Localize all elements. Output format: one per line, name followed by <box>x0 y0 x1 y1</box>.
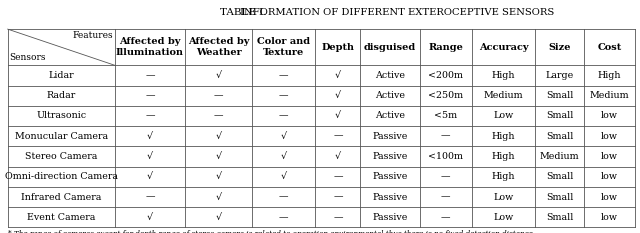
Text: Medium: Medium <box>540 152 580 161</box>
Text: Small: Small <box>546 132 573 141</box>
Text: <200m: <200m <box>428 71 463 80</box>
Text: Medium: Medium <box>590 91 629 100</box>
Text: —: — <box>333 172 342 181</box>
Text: —: — <box>441 172 451 181</box>
Text: √: √ <box>281 172 287 181</box>
Text: Low: Low <box>493 213 513 222</box>
Text: low: low <box>601 192 618 202</box>
Text: —: — <box>333 213 342 222</box>
Text: Omni-direction Camera: Omni-direction Camera <box>4 172 118 181</box>
Text: √: √ <box>147 172 153 181</box>
Text: √: √ <box>216 132 221 141</box>
Text: —: — <box>441 192 451 202</box>
Text: Small: Small <box>546 213 573 222</box>
Text: —: — <box>441 213 451 222</box>
Text: High: High <box>598 71 621 80</box>
Text: Range: Range <box>428 43 463 52</box>
Text: low: low <box>601 172 618 181</box>
Text: Size: Size <box>548 43 571 52</box>
Text: Event Camera: Event Camera <box>27 213 95 222</box>
Text: Affected by
Weather: Affected by Weather <box>188 38 250 57</box>
Text: Ultrasonic: Ultrasonic <box>36 111 86 120</box>
Text: —: — <box>214 91 223 100</box>
Text: √: √ <box>335 91 341 100</box>
Text: Radar: Radar <box>47 91 76 100</box>
Text: Infrared Camera: Infrared Camera <box>21 192 101 202</box>
Text: √: √ <box>335 152 341 161</box>
Text: √: √ <box>335 71 341 80</box>
Text: * The range of cameras except for depth range of stereo camera is related to ope: * The range of cameras except for depth … <box>8 230 532 233</box>
Text: Cost: Cost <box>598 43 621 52</box>
Text: —: — <box>279 71 289 80</box>
Text: Low: Low <box>493 192 513 202</box>
Text: Low: Low <box>493 111 513 120</box>
Text: <5m: <5m <box>434 111 457 120</box>
Text: √: √ <box>216 71 221 80</box>
Text: √: √ <box>216 192 221 202</box>
Text: Depth: Depth <box>321 43 355 52</box>
Text: Small: Small <box>546 192 573 202</box>
Text: High: High <box>492 132 515 141</box>
Text: √: √ <box>216 213 221 222</box>
Text: INFORMATION OF DIFFERENT EXTEROCEPTIVE SENSORS: INFORMATION OF DIFFERENT EXTEROCEPTIVE S… <box>239 8 554 17</box>
Text: √: √ <box>281 152 287 161</box>
Text: High: High <box>492 172 515 181</box>
Text: √: √ <box>216 152 221 161</box>
Text: Accuracy: Accuracy <box>479 43 528 52</box>
Text: —: — <box>145 111 155 120</box>
Text: —: — <box>214 111 223 120</box>
Text: —: — <box>145 91 155 100</box>
Text: —: — <box>441 132 451 141</box>
Text: Medium: Medium <box>484 91 523 100</box>
Text: Small: Small <box>546 111 573 120</box>
Text: Large: Large <box>546 71 574 80</box>
Text: √: √ <box>335 111 341 120</box>
Text: √: √ <box>216 172 221 181</box>
Text: —: — <box>279 91 289 100</box>
Text: Small: Small <box>546 172 573 181</box>
Text: Monucular Camera: Monucular Camera <box>15 132 108 141</box>
Text: Passive: Passive <box>372 192 408 202</box>
Text: —: — <box>145 192 155 202</box>
Text: √: √ <box>147 152 153 161</box>
Text: Passive: Passive <box>372 132 408 141</box>
Text: <250m: <250m <box>428 91 463 100</box>
Text: Lidar: Lidar <box>49 71 74 80</box>
Text: disguised: disguised <box>364 43 416 52</box>
Text: Small: Small <box>546 91 573 100</box>
Text: Passive: Passive <box>372 172 408 181</box>
Text: Features: Features <box>72 31 113 41</box>
Text: —: — <box>333 192 342 202</box>
Text: TABLE I.: TABLE I. <box>220 8 266 17</box>
Text: low: low <box>601 152 618 161</box>
Text: Active: Active <box>375 111 405 120</box>
Text: √: √ <box>147 132 153 141</box>
Text: low: low <box>601 111 618 120</box>
Text: Affected by
Illumination: Affected by Illumination <box>116 38 184 57</box>
Text: —: — <box>333 132 342 141</box>
Text: High: High <box>492 71 515 80</box>
Text: Sensors: Sensors <box>10 53 46 62</box>
Text: Active: Active <box>375 91 405 100</box>
Text: √: √ <box>281 132 287 141</box>
Text: —: — <box>279 213 289 222</box>
Text: Color and
Texture: Color and Texture <box>257 38 310 57</box>
Text: Stereo Camera: Stereo Camera <box>25 152 97 161</box>
Text: —: — <box>279 111 289 120</box>
Text: —: — <box>145 71 155 80</box>
Text: Active: Active <box>375 71 405 80</box>
Text: High: High <box>492 152 515 161</box>
Text: <100m: <100m <box>428 152 463 161</box>
Text: low: low <box>601 132 618 141</box>
Text: low: low <box>601 213 618 222</box>
Text: Passive: Passive <box>372 152 408 161</box>
Text: Passive: Passive <box>372 213 408 222</box>
Text: —: — <box>279 192 289 202</box>
Text: √: √ <box>147 213 153 222</box>
